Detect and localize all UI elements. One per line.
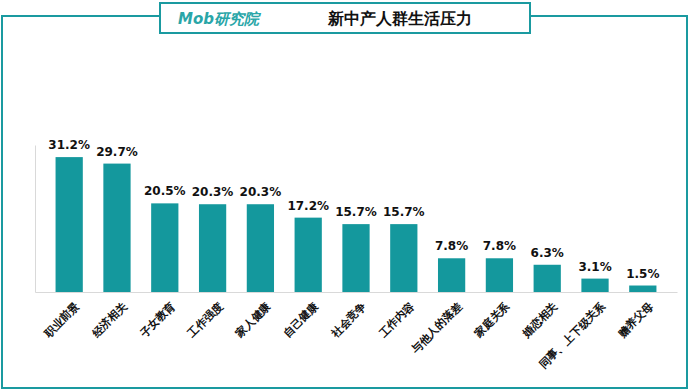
x-axis: 职业前景经济相关子女教育工作强度家人健康自己健康社会竞争工作内容与他人的落差家庭… [36, 293, 678, 371]
x-tick-label: 自己健康 [281, 299, 321, 339]
x-tick: 职业前景 [41, 300, 82, 341]
data-label: 29.7% [96, 145, 138, 159]
x-tick-label: 家庭关系 [471, 299, 512, 340]
y-axis-line [35, 146, 36, 293]
data-label: 7.8% [483, 239, 516, 253]
bar [295, 218, 322, 292]
logo-text: Mob研究院 [178, 10, 262, 28]
x-tick: 赡养父母 [615, 300, 655, 340]
x-tick-label: 赡养父母 [615, 300, 655, 340]
x-tick-label: 子女教育 [137, 300, 177, 340]
data-label: 3.1% [578, 260, 611, 274]
data-label: 31.2% [48, 138, 90, 152]
data-label: 15.7% [383, 205, 425, 219]
bar [581, 279, 608, 292]
x-tick-label: 社会竞争 [328, 300, 368, 340]
bar [342, 224, 369, 292]
bar [151, 203, 178, 292]
x-tick: 家庭关系 [471, 299, 512, 340]
chart-title: 新中产人群生活压力 [327, 9, 472, 28]
x-tick-label: 家人健康 [232, 299, 274, 341]
bar [390, 224, 417, 292]
x-tick-label: 经济相关 [89, 299, 130, 340]
x-tick-label: 婚恋相关 [519, 299, 560, 340]
data-label: 20.3% [192, 185, 234, 199]
data-label: 20.3% [240, 185, 282, 199]
bar [438, 258, 465, 292]
x-tick: 家人健康 [232, 299, 274, 341]
x-tick: 经济相关 [89, 299, 130, 340]
x-tick-label: 同事、上下级关系 [537, 299, 608, 370]
data-labels: 31.2% 29.7% 20.5% 20.3% 20.3% 17.2% 15.7% 15.7%… [48, 138, 659, 280]
bar [103, 164, 130, 292]
y-axis [35, 146, 36, 293]
x-tick-label: 与他人的落差 [408, 300, 465, 357]
bar [199, 204, 226, 292]
x-tick-label: 工作强度 [185, 300, 225, 340]
data-label: 20.5% [144, 184, 186, 198]
x-tick: 同事、上下级关系 [537, 299, 608, 370]
x-tick: 自己健康 [281, 299, 321, 339]
x-tick-label: 职业前景 [41, 300, 82, 341]
bars [56, 157, 657, 292]
x-axis-line [36, 292, 678, 293]
bar [247, 204, 274, 292]
x-tick: 婚恋相关 [519, 299, 560, 340]
x-tick: 子女教育 [137, 300, 177, 340]
data-label: 17.2% [287, 199, 329, 213]
x-tick: 工作强度 [185, 300, 225, 340]
data-label: 6.3% [531, 246, 564, 260]
data-label: 15.7% [335, 205, 377, 219]
chart: Mob研究院 新中产人群生活压力职业前景经济相关子女教育工作强度家人健康自己健康社… [0, 0, 689, 390]
x-tick: 工作内容 [376, 300, 416, 340]
data-label: 7.8% [435, 239, 468, 253]
x-tick: 社会竞争 [328, 300, 368, 340]
frame [2, 16, 687, 388]
x-tick-label: 工作内容 [376, 300, 416, 340]
x-tick: 与他人的落差 [408, 300, 465, 357]
title-tab [160, 3, 530, 33]
bar [56, 157, 83, 292]
bar [629, 286, 656, 292]
bar [534, 265, 561, 292]
bar [486, 258, 513, 292]
data-label: 1.5% [626, 267, 659, 281]
